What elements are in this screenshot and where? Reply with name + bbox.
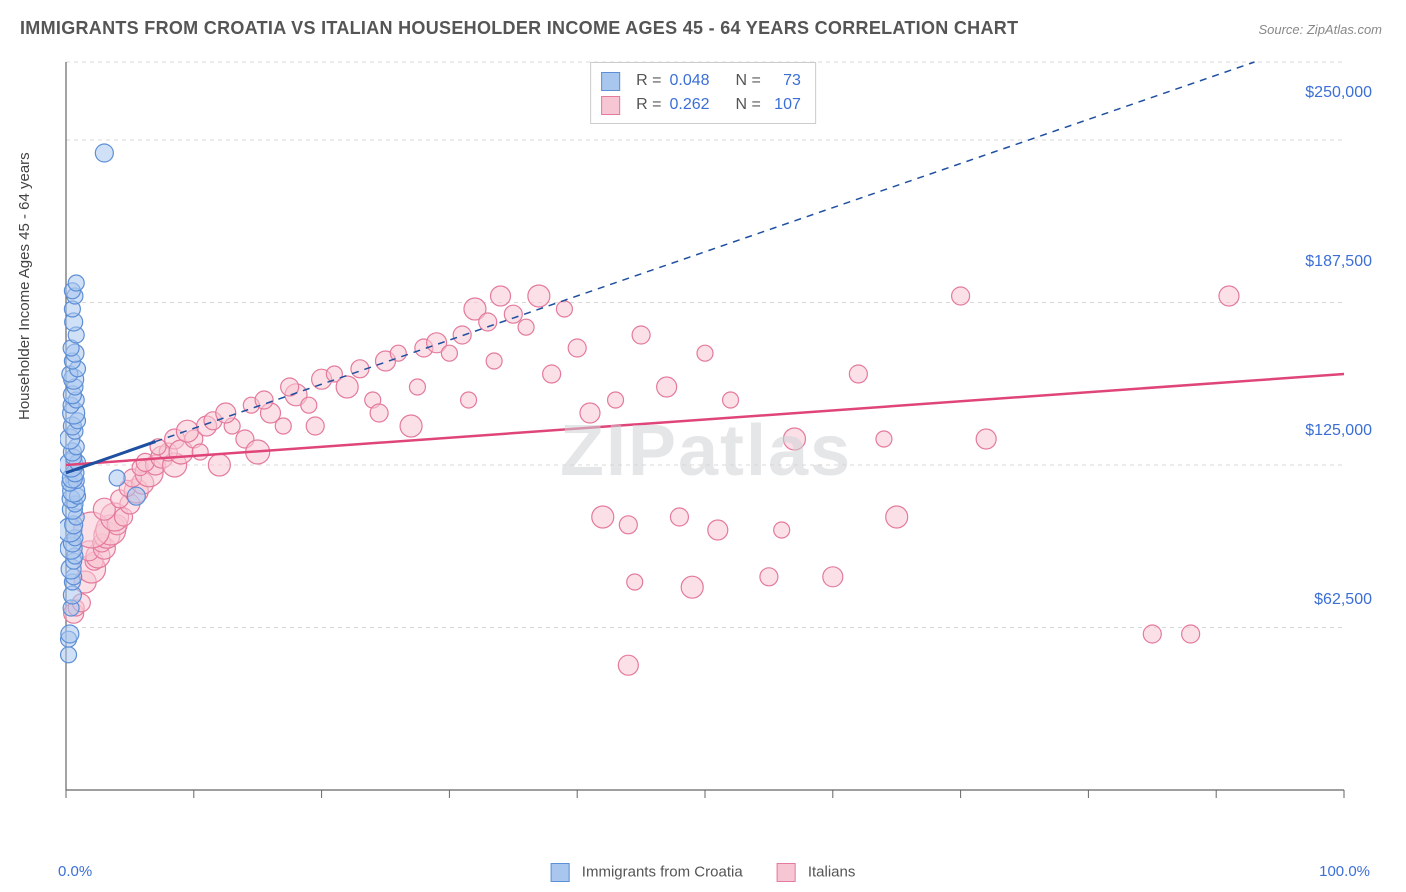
legend-item-series2: Italians <box>777 863 856 882</box>
r-label: R = <box>636 69 661 93</box>
swatch-series1 <box>601 72 620 91</box>
r-label: R = <box>636 93 661 117</box>
swatch-series2 <box>601 96 620 115</box>
legend-item-series1: Immigrants from Croatia <box>551 863 743 882</box>
legend-label-series2: Italians <box>808 863 856 880</box>
x-tick-100: 100.0% <box>1319 863 1370 880</box>
stats-row-series1: R = 0.048 N = 73 <box>601 69 801 93</box>
y-tick-125000: $125,000 <box>1305 422 1372 440</box>
x-tick-0: 0.0% <box>58 863 92 880</box>
n-value-series2: 107 <box>769 93 801 117</box>
y-axis-label: Householder Income Ages 45 - 64 years <box>16 152 33 420</box>
chart-title: IMMIGRANTS FROM CROATIA VS ITALIAN HOUSE… <box>20 18 1018 39</box>
n-label: N = <box>736 69 761 93</box>
y-tick-187500: $187,500 <box>1305 253 1372 271</box>
n-label: N = <box>736 93 761 117</box>
source-attribution: Source: ZipAtlas.com <box>1258 22 1382 37</box>
n-value-series1: 73 <box>769 69 801 93</box>
stats-row-series2: R = 0.262 N = 107 <box>601 93 801 117</box>
legend-label-series1: Immigrants from Croatia <box>582 863 743 880</box>
swatch-series2-bottom <box>777 863 796 882</box>
swatch-series1-bottom <box>551 863 570 882</box>
r-value-series2: 0.262 <box>669 93 709 117</box>
scatter-chart <box>60 60 1350 820</box>
correlation-stats-box: R = 0.048 N = 73 R = 0.262 N = 107 <box>590 62 816 124</box>
x-axis-legend: Immigrants from Croatia Italians <box>551 863 856 882</box>
r-value-series1: 0.048 <box>669 69 709 93</box>
y-tick-250000: $250,000 <box>1305 84 1372 102</box>
y-tick-62500: $62,500 <box>1314 591 1372 609</box>
